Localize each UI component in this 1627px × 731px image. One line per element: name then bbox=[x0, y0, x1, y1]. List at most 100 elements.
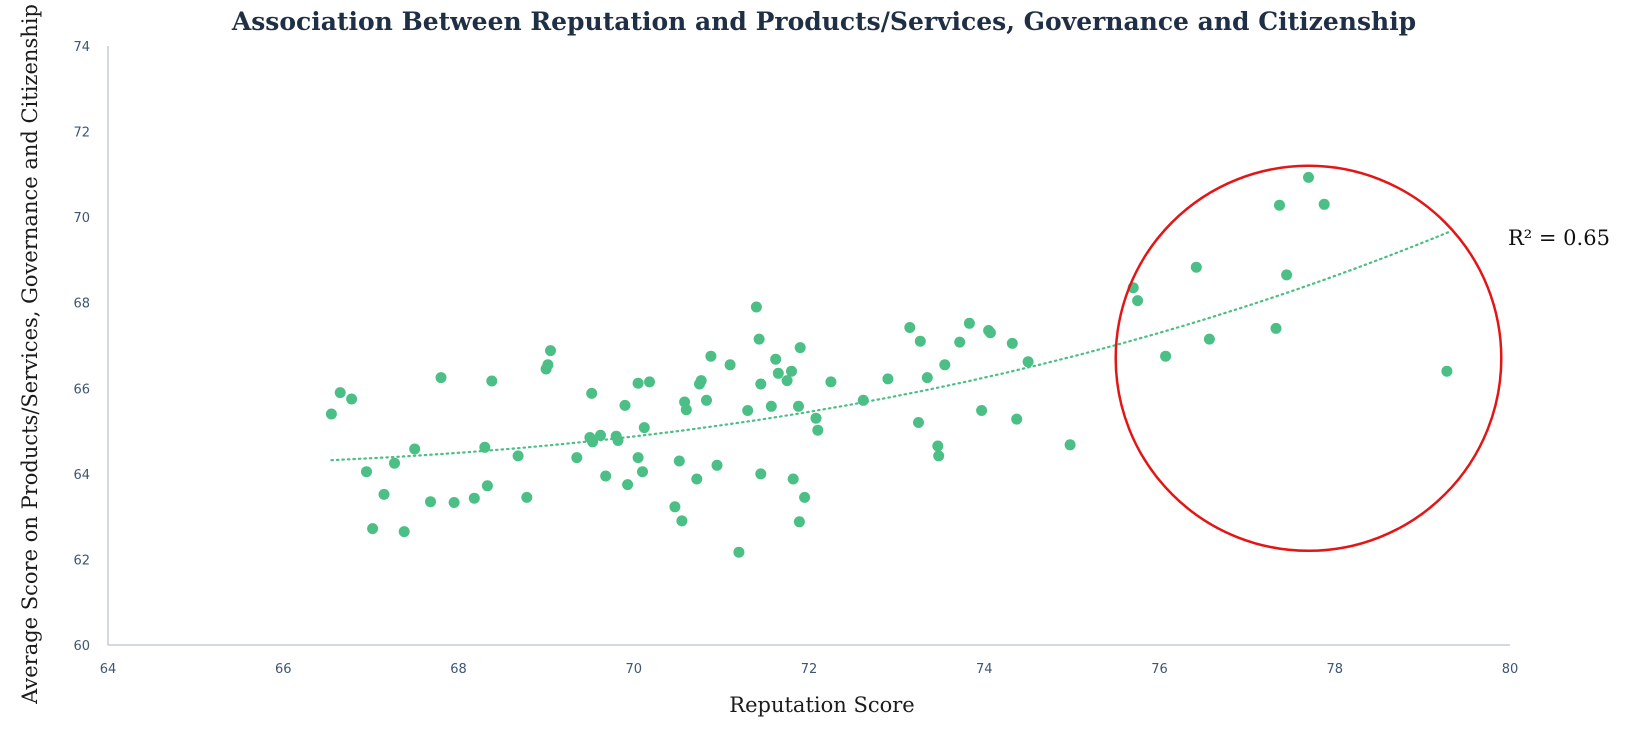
data-point bbox=[586, 387, 598, 399]
data-point bbox=[673, 455, 685, 467]
data-point bbox=[1064, 439, 1076, 451]
data-point bbox=[913, 417, 924, 428]
data-point bbox=[793, 516, 805, 528]
x-tick-label: 76 bbox=[1151, 662, 1168, 677]
x-tick-label: 72 bbox=[801, 662, 818, 677]
data-points bbox=[325, 171, 1453, 558]
x-tick-label: 64 bbox=[100, 662, 117, 677]
data-point bbox=[933, 450, 945, 462]
y-tick-labels: 60 62 64 66 68 70 72 74 bbox=[73, 40, 90, 654]
data-point bbox=[772, 367, 784, 379]
y-tick-label: 64 bbox=[73, 468, 90, 483]
data-point bbox=[810, 412, 822, 424]
data-point bbox=[398, 526, 410, 538]
data-point bbox=[361, 466, 372, 478]
data-point bbox=[799, 491, 811, 503]
data-point bbox=[914, 335, 926, 347]
data-point bbox=[448, 497, 460, 508]
data-point bbox=[794, 342, 806, 354]
x-tick-label: 68 bbox=[450, 662, 467, 677]
y-tick-label: 74 bbox=[73, 40, 90, 55]
data-point bbox=[595, 429, 606, 441]
data-point bbox=[857, 394, 869, 406]
data-point bbox=[644, 376, 655, 388]
data-point bbox=[521, 491, 533, 503]
data-point bbox=[976, 405, 988, 416]
highlight-circle bbox=[1114, 164, 1503, 553]
data-point bbox=[1203, 333, 1215, 345]
data-point bbox=[1281, 269, 1293, 281]
data-point bbox=[1132, 295, 1144, 307]
trendline-path bbox=[330, 231, 1450, 462]
y-tick-label: 70 bbox=[73, 211, 90, 226]
data-point bbox=[753, 333, 765, 345]
data-point bbox=[701, 394, 712, 406]
x-tick-label: 78 bbox=[1326, 662, 1343, 677]
data-point bbox=[632, 452, 644, 464]
data-point bbox=[409, 443, 421, 455]
data-point bbox=[1274, 199, 1285, 211]
y-axis-title: Average Score on Products/Services, Gove… bbox=[18, 4, 42, 705]
data-point bbox=[486, 375, 498, 387]
data-point bbox=[882, 373, 894, 385]
data-point bbox=[680, 404, 692, 416]
data-point bbox=[954, 336, 966, 348]
data-point bbox=[425, 496, 436, 508]
data-point bbox=[1006, 337, 1018, 349]
data-point bbox=[765, 400, 777, 412]
data-point bbox=[691, 473, 703, 485]
y-tick-label: 68 bbox=[73, 297, 90, 312]
data-point bbox=[695, 375, 707, 387]
data-point bbox=[479, 441, 491, 453]
x-tick-labels: 64 66 68 70 72 74 76 78 80 bbox=[100, 662, 1519, 677]
data-point bbox=[984, 327, 996, 339]
data-point bbox=[389, 457, 400, 469]
data-point bbox=[587, 436, 599, 448]
data-point bbox=[781, 375, 793, 387]
y-tick-label: 72 bbox=[73, 126, 90, 141]
data-point bbox=[963, 317, 975, 329]
data-point bbox=[932, 440, 944, 452]
x-tick-label: 70 bbox=[625, 662, 642, 677]
data-point bbox=[733, 546, 745, 558]
data-point bbox=[825, 376, 837, 388]
data-point bbox=[904, 322, 916, 333]
highlight-annotation bbox=[1114, 164, 1503, 553]
data-point bbox=[481, 480, 493, 492]
data-point bbox=[542, 359, 554, 371]
data-point bbox=[600, 470, 612, 482]
data-point bbox=[632, 377, 644, 389]
data-point bbox=[571, 452, 583, 464]
x-axis-title: Reputation Score bbox=[729, 693, 914, 717]
data-point bbox=[1160, 350, 1172, 362]
data-point bbox=[755, 378, 767, 390]
x-tick-label: 74 bbox=[976, 662, 993, 677]
data-point bbox=[921, 372, 933, 384]
data-point bbox=[1190, 261, 1202, 273]
x-tick-label: 66 bbox=[275, 662, 292, 677]
data-point bbox=[793, 400, 804, 412]
data-point bbox=[669, 501, 681, 513]
chart-title: Association Between Reputation and Produ… bbox=[231, 7, 1416, 36]
y-tick-label: 66 bbox=[73, 382, 90, 397]
data-point bbox=[1318, 198, 1330, 210]
y-tick-label: 62 bbox=[73, 553, 90, 568]
data-point bbox=[619, 399, 631, 411]
data-point bbox=[334, 387, 346, 399]
data-point bbox=[1270, 322, 1282, 334]
data-point bbox=[939, 359, 951, 371]
data-point bbox=[676, 515, 688, 527]
data-point bbox=[786, 365, 797, 377]
data-point bbox=[1022, 356, 1034, 368]
y-tick-label: 60 bbox=[73, 639, 90, 654]
data-point bbox=[637, 466, 648, 478]
data-point bbox=[325, 408, 337, 420]
data-point bbox=[711, 459, 723, 471]
data-point bbox=[812, 424, 824, 436]
data-point bbox=[367, 523, 379, 535]
data-point bbox=[755, 468, 767, 480]
data-point bbox=[705, 350, 717, 362]
data-point bbox=[346, 393, 358, 405]
data-point bbox=[435, 372, 447, 384]
